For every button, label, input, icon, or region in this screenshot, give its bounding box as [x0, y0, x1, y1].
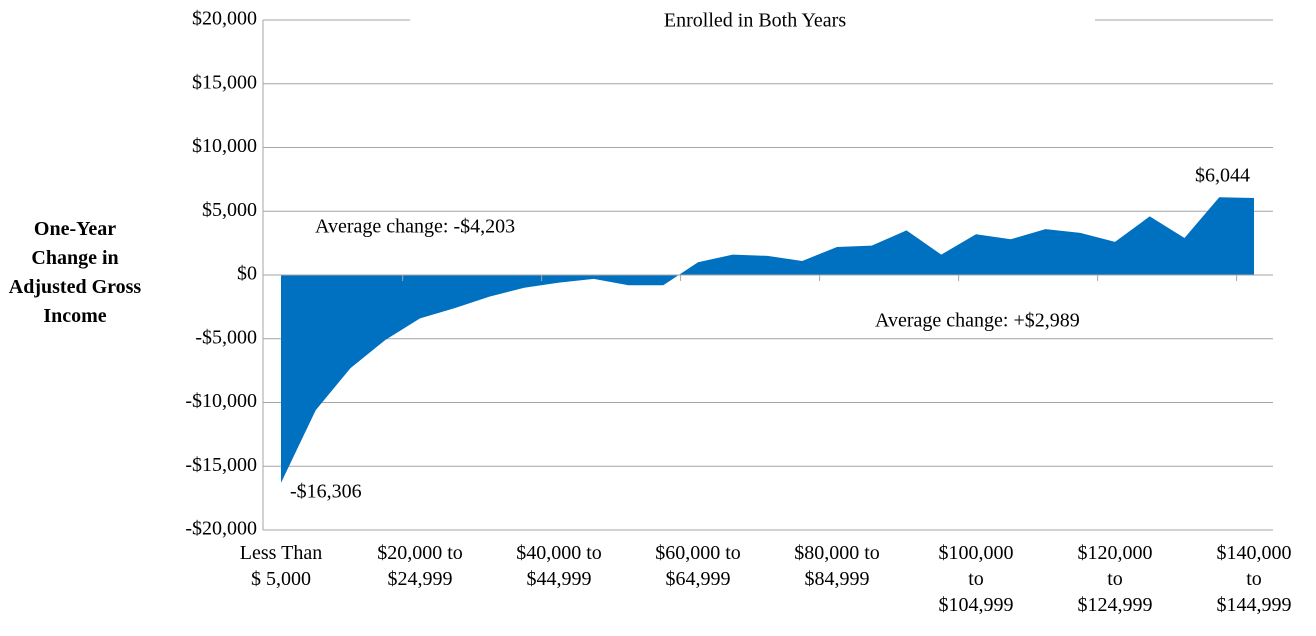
- x-tick-label: Less Than $ 5,000: [239, 542, 323, 590]
- x-tick-label: $120,000 to $124,999: [1077, 542, 1153, 616]
- y-tick-label: $15,000: [192, 71, 257, 93]
- y-tick-label: -$10,000: [185, 390, 257, 412]
- x-tick-label: $20,000 to $24,999: [377, 542, 463, 590]
- x-tick-label: $140,000 to $144,999: [1216, 542, 1292, 616]
- y-tick-label: -$20,000: [185, 518, 257, 540]
- x-tick-label: $40,000 to $44,999: [516, 542, 602, 590]
- chart-title: Enrolled in Both Years: [664, 10, 846, 32]
- y-axis-label: One-Year Change in Adjusted Gross Income: [8, 218, 142, 327]
- title-backing: [410, 0, 1095, 40]
- y-tick-label: -$15,000: [185, 454, 257, 476]
- x-tick-label: $60,000 to $64,999: [655, 542, 741, 590]
- y-tick-label: -$5,000: [195, 326, 257, 348]
- y-tick-label: $20,000: [192, 8, 257, 30]
- y-tick-label: $5,000: [202, 199, 257, 221]
- data-label: $6,044: [1195, 165, 1250, 187]
- area: [281, 197, 1254, 483]
- y-tick-label: $0: [237, 263, 257, 285]
- annotation: Average change: +$2,989: [875, 310, 1080, 332]
- y-tick-label: $10,000: [192, 135, 257, 157]
- annotation: Average change: -$4,203: [315, 216, 515, 238]
- x-tick-label: $100,000 to $104,999: [938, 542, 1014, 616]
- x-tick-label: $80,000 to $84,999: [794, 542, 880, 590]
- data-label: -$16,306: [290, 481, 362, 503]
